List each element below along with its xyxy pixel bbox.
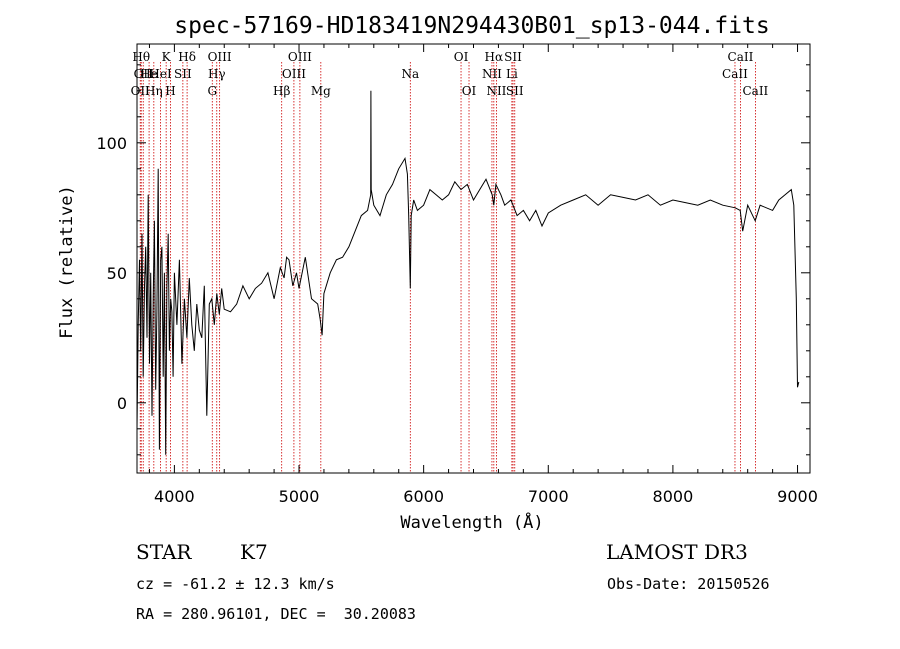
line-marker-label-25: SII — [506, 84, 524, 98]
line-marker-label-16: Mg — [311, 84, 331, 98]
y-axis-ticks: 0 50 100 — [96, 64, 810, 456]
line-marker-label-24: SII — [504, 50, 522, 64]
chart-title: spec-57169-HD183419N294430B01_sp13-044.f… — [174, 13, 769, 39]
line-marker-label-21: Hα — [485, 50, 504, 64]
line-marker-label-20: NII — [482, 67, 502, 81]
line-marker-label-17: Na — [401, 67, 419, 81]
survey-name: LAMOST DR3 — [606, 540, 748, 564]
line-marker-label-26: CaII — [722, 67, 748, 81]
coordinates-readout: RA = 280.96101, DEC = 30.20083 — [136, 605, 416, 623]
line-marker-label-1: Hθ — [132, 50, 150, 64]
line-marker-label-5: HeI — [149, 67, 172, 81]
line-marker-lines — [139, 62, 756, 473]
line-marker-label-3: He — [140, 67, 158, 81]
line-marker-label-10: G — [207, 84, 217, 98]
line-marker-label-11: Hγ — [208, 67, 226, 81]
x-tick-label-1: 5000 — [279, 487, 320, 506]
line-marker-label-2: OII — [134, 67, 154, 81]
y-axis-label: Flux (relative) — [57, 185, 77, 339]
plot-frame — [136, 43, 811, 474]
line-marker-label-22: NII — [486, 84, 506, 98]
line-marker-label-18: OI — [454, 50, 469, 64]
line-marker-labels: OIIHθOIIHeHηHeIKHSIIHδGHγOIIIHβOIIIOIIIM… — [131, 50, 769, 98]
line-marker-label-23: Li — [506, 67, 518, 81]
x-tick-label-2: 6000 — [403, 487, 444, 506]
line-marker-label-6: K — [162, 50, 172, 64]
x-axis-ticks: 4000 5000 6000 7000 8000 9000 — [148, 44, 818, 506]
line-marker-label-15: OIII — [288, 50, 312, 64]
y-tick-label-0: 0 — [117, 394, 127, 413]
redshift-readout: cz = -61.2 ± 12.3 km/s — [136, 575, 335, 593]
spectrum-line — [136, 90, 800, 455]
line-marker-label-27: CaII — [728, 50, 754, 64]
x-tick-label-5: 9000 — [777, 487, 818, 506]
x-tick-label-4: 8000 — [653, 487, 694, 506]
y-tick-label-1: 50 — [107, 264, 127, 283]
line-marker-label-7: H — [165, 84, 175, 98]
line-marker-label-28: CaII — [742, 84, 768, 98]
x-tick-label-0: 4000 — [154, 487, 195, 506]
line-marker-label-13: Hβ — [273, 84, 290, 98]
x-tick-label-3: 7000 — [528, 487, 569, 506]
line-marker-label-8: SII — [174, 67, 192, 81]
x-axis-label: Wavelength (Å) — [400, 511, 543, 533]
line-marker-label-12: OIII — [208, 50, 232, 64]
obs-date-readout: Obs-Date: 20150526 — [607, 575, 770, 593]
line-marker-label-14: OIII — [282, 67, 306, 81]
object-class: STAR — [136, 540, 192, 564]
line-marker-label-19: OI — [462, 84, 477, 98]
y-tick-label-2: 100 — [96, 134, 127, 153]
line-marker-label-9: Hδ — [178, 50, 196, 64]
line-marker-label-4: Hη — [145, 84, 163, 98]
spectral-subclass: K7 — [240, 540, 268, 564]
